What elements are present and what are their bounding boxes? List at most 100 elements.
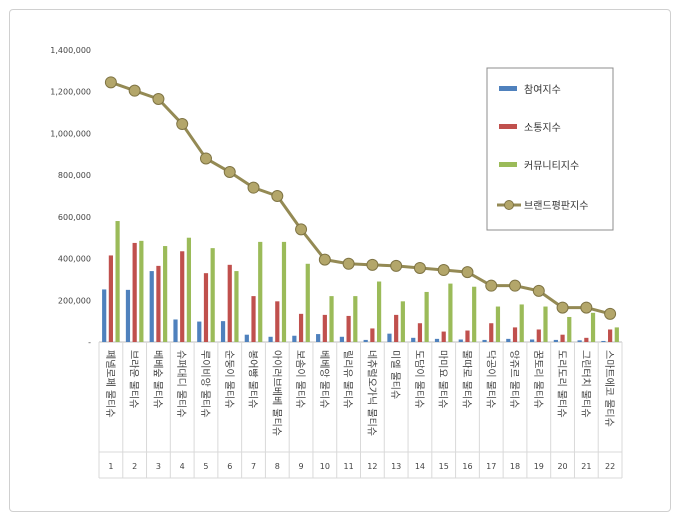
category-label: 슈퍼대디 물티슈	[175, 350, 187, 418]
axes: - 200,000 400,000 600,000 800,000 1,000,000 1,…	[50, 46, 623, 479]
bar-소통지수	[203, 273, 209, 342]
category-label: 보솜이 물티슈	[294, 350, 306, 408]
rank-label: 4	[180, 462, 185, 471]
rank-label: 5	[203, 462, 208, 471]
bar-커뮤니티지수	[353, 296, 358, 342]
bar-커뮤니티지수	[495, 306, 501, 342]
bar-커뮤니티지수	[258, 241, 263, 342]
bar-참여지수	[244, 334, 249, 342]
line-point	[318, 253, 331, 266]
legend-label: 소통지수	[524, 122, 561, 134]
line-point	[176, 118, 189, 131]
rank-label: 3	[156, 462, 161, 471]
rank-label: 16	[462, 462, 472, 471]
category-label: 페넬로페 물티슈	[104, 350, 116, 418]
bar-소통지수	[608, 329, 613, 342]
bar-참여지수	[339, 336, 345, 342]
rank-label: 14	[415, 462, 425, 471]
line-point	[295, 223, 308, 236]
line-point	[437, 264, 450, 277]
bar-커뮤니티지수	[186, 237, 192, 342]
bar-커뮤니티지수	[424, 291, 429, 342]
category-label: 봉어빵 물티슈	[247, 350, 259, 408]
line-point	[604, 307, 617, 320]
bar-소통지수	[132, 242, 137, 342]
bar-소통지수	[275, 301, 280, 342]
bar-참여지수	[292, 335, 297, 342]
category-label: 마미요 물티슈	[437, 350, 449, 408]
line-point	[223, 166, 236, 179]
bar-커뮤니티지수	[567, 316, 572, 342]
rank-label: 8	[275, 462, 280, 471]
line-point	[271, 190, 284, 202]
category-label: 미엘 물티슈	[389, 350, 402, 399]
rank-label: 10	[320, 462, 330, 471]
bar-소통지수	[322, 314, 327, 342]
bar-참여지수	[458, 339, 463, 342]
bar-소통지수	[584, 337, 589, 342]
category-label: 네츄럴오가닉 물티슈	[365, 350, 378, 436]
category-label: 꿈토리 물티슈	[532, 350, 544, 408]
line-point	[509, 279, 522, 292]
bars	[102, 221, 619, 342]
bar-참여지수	[506, 338, 511, 342]
line-point	[342, 257, 355, 270]
category-label: 물따로 물티슈	[460, 350, 472, 408]
bar-참여지수	[601, 340, 606, 342]
bar-커뮤니티지수	[210, 248, 215, 342]
bar-커뮤니티지수	[234, 271, 239, 342]
rank-label: 19	[534, 462, 544, 471]
rank-label: 17	[486, 462, 496, 471]
bar-커뮤니티지수	[376, 281, 382, 342]
category-label: 베베숲 물티슈	[151, 350, 163, 408]
bar-참여지수	[434, 338, 440, 342]
bar-참여지수	[316, 334, 321, 342]
rank-label: 22	[605, 462, 615, 471]
bar-소통지수	[298, 313, 304, 342]
bar-소통지수	[465, 330, 470, 342]
bar-커뮤니티지수	[472, 286, 477, 342]
y-tick-label: 1,400,000	[50, 46, 91, 55]
category-label: 도리도리 물티슈	[556, 350, 568, 418]
category-label: 베베앙 물티슈	[318, 350, 330, 408]
line-point	[390, 259, 403, 272]
rank-label: 9	[299, 462, 304, 471]
rank-label: 1	[108, 462, 113, 471]
bar-소통지수	[346, 315, 351, 342]
line-point	[104, 76, 117, 89]
bar-참여지수	[125, 289, 131, 342]
bar-커뮤니티지수	[519, 304, 524, 342]
category-label: 브라운 물티슈	[128, 350, 140, 408]
bar-소통지수	[536, 329, 541, 342]
category-label: 루이비앙 물티슈	[199, 350, 211, 418]
line-point	[580, 301, 593, 314]
bar-커뮤니티지수	[139, 240, 144, 342]
bar-커뮤니티지수	[305, 263, 310, 342]
rank-label: 12	[367, 462, 377, 471]
bar-참여지수	[268, 336, 273, 342]
bar-커뮤니티지수	[614, 327, 619, 342]
bar-참여지수	[149, 271, 154, 342]
line-브랜드평판지수	[110, 80, 611, 316]
rank-label: 20	[557, 462, 567, 471]
bar-참여지수	[197, 321, 202, 342]
bar-소통지수	[370, 328, 375, 342]
category-label: 도담이 물티슈	[413, 350, 425, 408]
legend-marker	[504, 200, 514, 210]
bar-소통지수	[227, 264, 232, 342]
rank-label: 7	[251, 462, 256, 471]
rank-label: 15	[439, 462, 449, 471]
bar-참여지수	[482, 339, 487, 342]
legend-swatch	[499, 86, 517, 91]
y-tick-label: 1,000,000	[50, 129, 91, 138]
category-label: 아이러브베베 물티슈	[270, 350, 282, 436]
bar-커뮤니티지수	[400, 301, 405, 342]
bar-소통지수	[156, 265, 161, 342]
bar-참여지수	[102, 289, 107, 342]
legend-swatch	[499, 162, 517, 167]
bar-커뮤니티지수	[281, 241, 287, 342]
labels: 페넬로페 물티슈 브라운 물티슈 베베숲 물티슈 슈퍼대디 물티슈 루이비앙 물티슈 순둥…	[104, 350, 615, 471]
rank-label: 2	[132, 462, 137, 471]
